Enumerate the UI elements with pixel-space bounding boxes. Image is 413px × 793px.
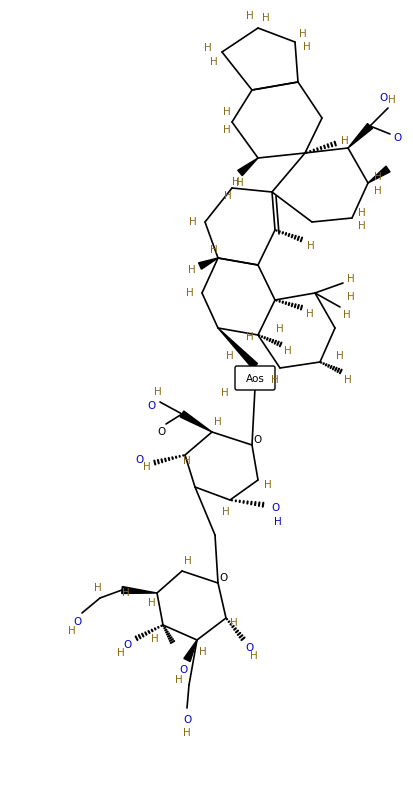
Polygon shape bbox=[180, 411, 212, 432]
Text: H: H bbox=[143, 462, 151, 472]
Text: O: O bbox=[246, 643, 254, 653]
Polygon shape bbox=[368, 166, 390, 183]
Text: H: H bbox=[186, 288, 194, 298]
Text: H: H bbox=[358, 208, 366, 218]
Text: O: O bbox=[271, 503, 279, 513]
Text: O: O bbox=[183, 715, 191, 725]
Text: O: O bbox=[253, 435, 261, 445]
Text: O: O bbox=[219, 573, 227, 583]
Polygon shape bbox=[122, 587, 157, 593]
Text: H: H bbox=[374, 186, 382, 196]
Text: H: H bbox=[122, 588, 130, 598]
Text: H: H bbox=[264, 480, 272, 490]
Text: H: H bbox=[154, 387, 162, 397]
Text: H: H bbox=[347, 292, 355, 302]
Text: H: H bbox=[117, 648, 125, 658]
Text: H: H bbox=[189, 217, 197, 227]
Text: H: H bbox=[232, 177, 240, 187]
Text: H: H bbox=[303, 42, 311, 52]
Text: H: H bbox=[221, 388, 229, 398]
Text: H: H bbox=[262, 13, 270, 23]
Text: H: H bbox=[250, 651, 258, 661]
Text: H: H bbox=[236, 178, 244, 188]
Text: H: H bbox=[151, 634, 159, 644]
Text: H: H bbox=[276, 324, 284, 334]
Text: O: O bbox=[380, 93, 388, 103]
Text: H: H bbox=[358, 221, 366, 231]
Text: H: H bbox=[341, 136, 349, 146]
Text: H: H bbox=[148, 598, 156, 608]
Text: O: O bbox=[148, 401, 156, 411]
Polygon shape bbox=[199, 258, 218, 269]
Text: O: O bbox=[74, 617, 82, 627]
Polygon shape bbox=[348, 124, 373, 148]
Text: H: H bbox=[94, 583, 102, 593]
Text: H: H bbox=[222, 507, 230, 517]
Polygon shape bbox=[184, 640, 197, 661]
Text: O: O bbox=[123, 640, 131, 650]
Polygon shape bbox=[238, 158, 258, 176]
Text: O: O bbox=[179, 665, 187, 675]
Text: H: H bbox=[223, 107, 231, 117]
Text: H: H bbox=[214, 417, 222, 427]
FancyBboxPatch shape bbox=[235, 366, 275, 390]
Polygon shape bbox=[218, 328, 258, 369]
Text: H: H bbox=[343, 310, 351, 320]
Text: H: H bbox=[68, 626, 76, 636]
Text: Aos: Aos bbox=[246, 374, 264, 384]
Text: H: H bbox=[210, 245, 218, 255]
Text: H: H bbox=[306, 309, 314, 319]
Text: H: H bbox=[199, 647, 207, 657]
Text: H: H bbox=[274, 517, 282, 527]
Text: H: H bbox=[226, 351, 234, 361]
Text: H: H bbox=[271, 375, 279, 385]
Text: H: H bbox=[183, 456, 191, 466]
Text: H: H bbox=[223, 125, 231, 135]
Text: H: H bbox=[188, 265, 196, 275]
Text: O: O bbox=[135, 455, 143, 465]
Text: H: H bbox=[183, 728, 191, 738]
Text: H: H bbox=[374, 172, 382, 182]
Text: O: O bbox=[394, 133, 402, 143]
Text: O: O bbox=[158, 427, 166, 437]
Text: H: H bbox=[184, 556, 192, 566]
Text: H: H bbox=[246, 332, 254, 342]
Text: H: H bbox=[246, 11, 254, 21]
Text: H: H bbox=[204, 43, 212, 53]
Text: H: H bbox=[224, 191, 232, 201]
Text: H: H bbox=[284, 346, 292, 356]
Text: H: H bbox=[307, 241, 315, 251]
Text: H: H bbox=[210, 57, 218, 67]
Text: H: H bbox=[388, 95, 396, 105]
Text: H: H bbox=[299, 29, 307, 39]
Text: H: H bbox=[347, 274, 355, 284]
Text: H: H bbox=[175, 675, 183, 685]
Text: H: H bbox=[230, 618, 238, 628]
Text: H: H bbox=[344, 375, 352, 385]
Text: H: H bbox=[336, 351, 344, 361]
